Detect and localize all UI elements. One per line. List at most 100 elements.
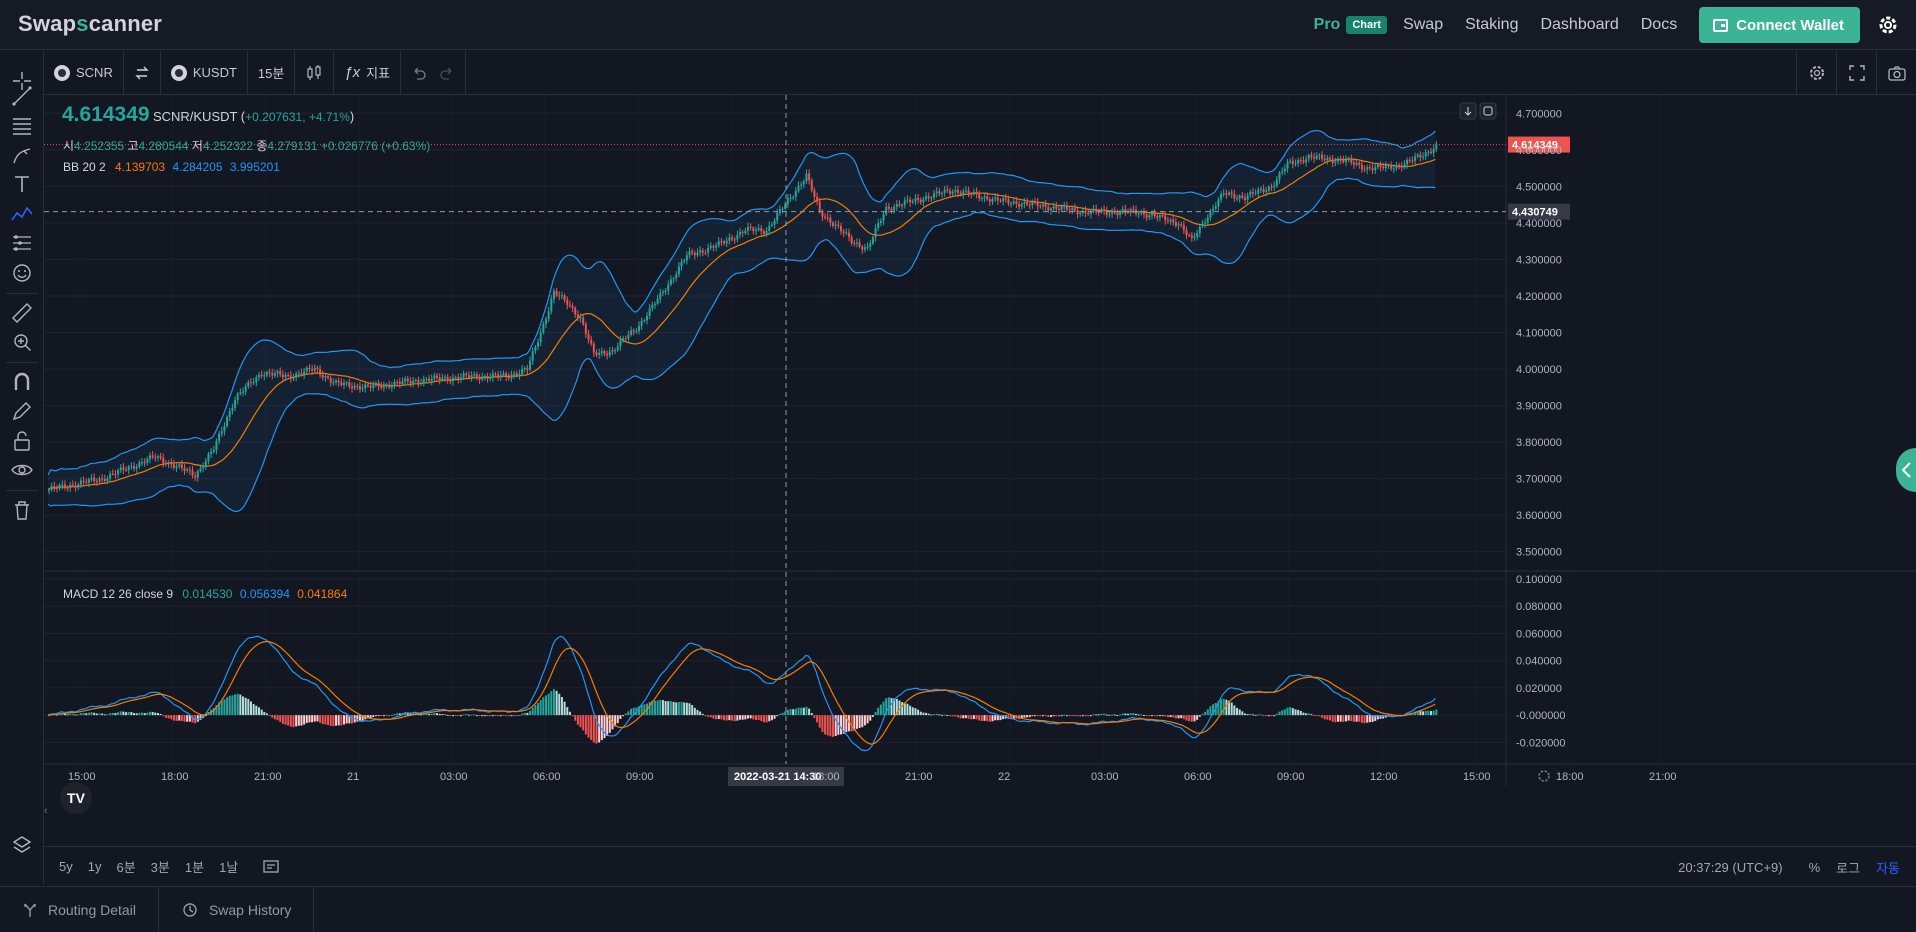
magnet-icon[interactable] bbox=[10, 370, 34, 394]
macd-legend[interactable]: MACD 12 26 close 9 0.014530 0.056394 0.0… bbox=[63, 587, 347, 601]
pattern-icon[interactable] bbox=[10, 202, 34, 226]
chart-type-button[interactable] bbox=[295, 50, 335, 95]
range-1m[interactable]: 1분 bbox=[184, 860, 205, 875]
bb-legend[interactable]: BB 20 2 4.139703 4.284205 3.995201 bbox=[63, 160, 280, 174]
swap-pair-button[interactable] bbox=[124, 50, 161, 95]
eye-icon[interactable] bbox=[10, 458, 34, 482]
text-icon[interactable] bbox=[10, 172, 34, 196]
macd-hist-bar bbox=[276, 715, 279, 721]
macd-hist-bar bbox=[712, 715, 715, 719]
candle-body bbox=[547, 311, 550, 320]
candle-body bbox=[48, 489, 50, 491]
zoom-in-icon[interactable] bbox=[10, 330, 34, 354]
price-chart[interactable]: 4.614349 4.430749 2022-03-21 14:30 4.70000… bbox=[44, 95, 1916, 846]
macd-hist-bar bbox=[1225, 699, 1228, 716]
range-1d[interactable]: 1날 bbox=[219, 860, 239, 875]
macd-hist-bar bbox=[563, 701, 566, 716]
undo-icon[interactable] bbox=[411, 65, 427, 81]
macd-hist-bar bbox=[598, 715, 601, 743]
quote-symbol-selector[interactable]: KUSDT bbox=[161, 50, 248, 95]
macd-hist-bar bbox=[1257, 714, 1260, 716]
macd-tick-label: -0.020000 bbox=[1516, 737, 1566, 749]
nav-docs-link[interactable]: Docs bbox=[1640, 16, 1678, 33]
crosshair-icon[interactable] bbox=[10, 69, 34, 93]
range-6m[interactable]: 6분 bbox=[116, 860, 136, 875]
goto-date-icon[interactable] bbox=[262, 859, 280, 875]
tradingview-logo[interactable]: TV bbox=[60, 782, 92, 814]
candle-body bbox=[717, 241, 720, 246]
logo[interactable]: Swapscanner bbox=[18, 11, 162, 37]
macd-hist-bar bbox=[457, 715, 460, 717]
candle-body bbox=[614, 350, 617, 352]
range-5y[interactable]: 5y bbox=[59, 859, 73, 874]
lock-pencil-icon[interactable] bbox=[10, 399, 34, 423]
candle-body bbox=[146, 458, 149, 463]
interval-selector[interactable]: 15분 bbox=[248, 50, 296, 95]
macd-hist-bar bbox=[579, 715, 582, 728]
macd-hist-bar bbox=[1020, 715, 1023, 719]
redo-icon[interactable] bbox=[439, 65, 455, 81]
macd-hist-bar bbox=[566, 707, 569, 716]
macd-hist-bar bbox=[1275, 713, 1278, 716]
candle-body bbox=[1331, 159, 1334, 163]
percent-toggle[interactable]: % bbox=[1808, 859, 1821, 875]
candle-body bbox=[898, 204, 901, 206]
macd-hist-bar bbox=[858, 715, 861, 728]
candle-body bbox=[505, 373, 508, 377]
base-symbol-selector[interactable]: SCNR bbox=[44, 50, 124, 95]
settings-gear-icon[interactable] bbox=[1876, 13, 1900, 37]
screenshot-button[interactable] bbox=[1876, 51, 1916, 95]
candle-body bbox=[226, 417, 229, 427]
macd-hist-bar bbox=[1337, 715, 1340, 722]
trendline-icon[interactable] bbox=[10, 84, 34, 108]
macd-hist-bar bbox=[786, 709, 789, 716]
candle-body bbox=[917, 198, 920, 200]
candle-body bbox=[515, 373, 518, 376]
layers-icon[interactable] bbox=[10, 833, 34, 857]
macd-hist-bar bbox=[1052, 715, 1055, 717]
macd-hist-bar bbox=[731, 715, 734, 721]
candle-body bbox=[1007, 199, 1010, 204]
fib-lines-icon[interactable] bbox=[10, 113, 34, 137]
tab-swap-history[interactable]: Swap History bbox=[159, 887, 315, 932]
candle-body bbox=[1411, 160, 1414, 162]
candle-body bbox=[1089, 210, 1092, 215]
macd-hist-bar bbox=[486, 715, 489, 717]
bottom-tabs: Routing Detail Swap History bbox=[0, 886, 1916, 932]
tab-routing-detail[interactable]: Routing Detail bbox=[0, 887, 159, 932]
low-label: 저 bbox=[191, 139, 203, 153]
candle-body bbox=[909, 199, 912, 203]
emoji-icon[interactable] bbox=[10, 261, 34, 285]
fullscreen-button[interactable] bbox=[1836, 51, 1876, 95]
nav-dashboard-link[interactable]: Dashboard bbox=[1540, 16, 1619, 33]
candle-body bbox=[691, 251, 694, 253]
auto-toggle[interactable]: 자동 bbox=[1876, 860, 1900, 876]
nav-staking-link[interactable]: Staking bbox=[1465, 16, 1519, 33]
candle-body bbox=[1116, 213, 1119, 215]
collapse-arrow-icon[interactable]: ‹ bbox=[44, 805, 48, 817]
macd-line bbox=[47, 635, 1436, 752]
nav-pro-link[interactable]: Pro bbox=[1313, 16, 1341, 33]
range-3m[interactable]: 3분 bbox=[150, 860, 170, 875]
nav-swap-link[interactable]: Swap bbox=[1403, 16, 1444, 33]
prediction-icon[interactable] bbox=[10, 231, 34, 255]
candle-body bbox=[1124, 209, 1127, 212]
macd-hist-bar bbox=[845, 715, 848, 733]
indicators-button[interactable]: ƒx 지표 bbox=[334, 50, 402, 95]
range-1y[interactable]: 1y bbox=[87, 859, 102, 874]
price-tick-label: 3.800000 bbox=[1516, 437, 1562, 449]
candle-body bbox=[497, 374, 500, 378]
connect-wallet-button[interactable]: Connect Wallet bbox=[1699, 7, 1860, 43]
brush-icon[interactable] bbox=[10, 143, 34, 167]
side-panel-toggle[interactable] bbox=[1896, 448, 1916, 492]
macd-hist-bar bbox=[1193, 715, 1196, 722]
ruler-icon[interactable] bbox=[10, 301, 34, 325]
high-label: 고 bbox=[127, 139, 139, 153]
lock-icon[interactable] bbox=[10, 429, 34, 453]
candle-body bbox=[1344, 159, 1347, 162]
macd-hist-bar bbox=[829, 715, 832, 737]
log-toggle[interactable]: 로그 bbox=[1836, 860, 1861, 876]
trash-icon[interactable] bbox=[10, 498, 34, 522]
chart-settings-button[interactable] bbox=[1796, 51, 1836, 95]
candle-body bbox=[1435, 143, 1438, 149]
